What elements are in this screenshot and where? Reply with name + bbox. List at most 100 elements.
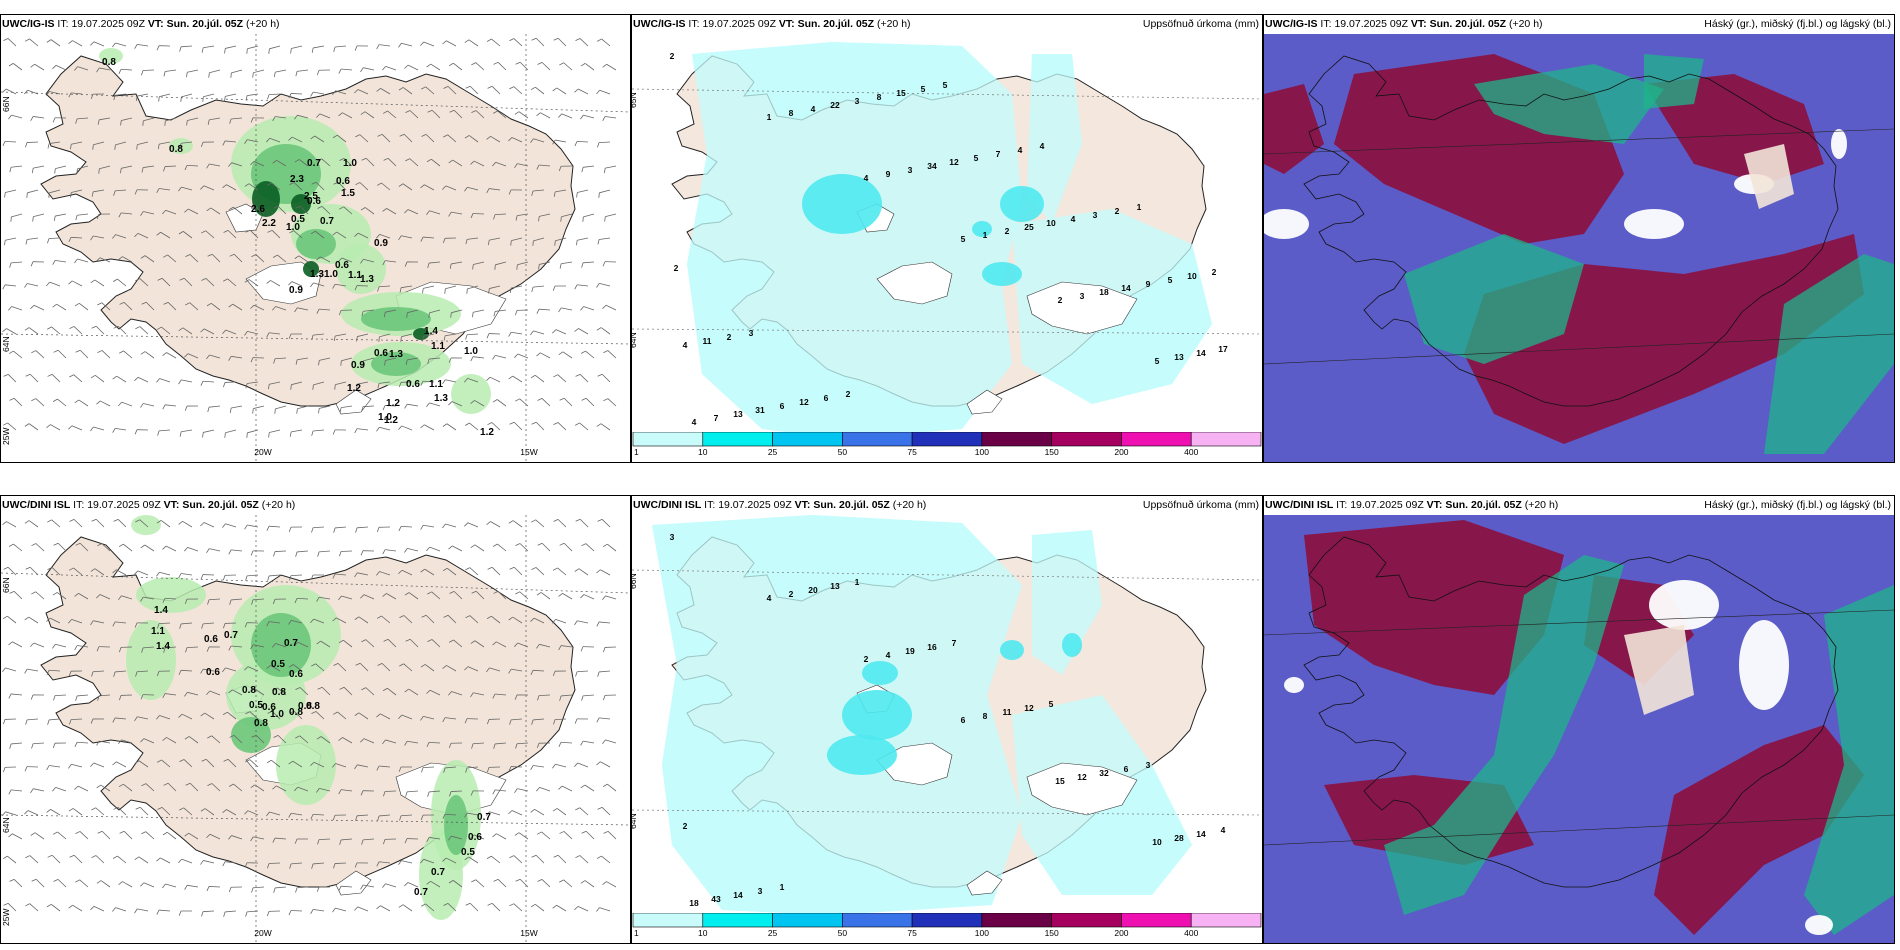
wind-barb: [557, 854, 567, 864]
wind-barb-flag: [574, 328, 579, 332]
wind-barb: [73, 567, 83, 576]
wind-barb-flag: [492, 399, 498, 403]
wind-barb: [429, 790, 441, 793]
wind-barb-flag: [464, 718, 468, 724]
wind-barb-flag: [339, 206, 344, 210]
wind-barb-flag: [184, 165, 188, 171]
wind-barb-flag: [421, 86, 426, 90]
wind-barb-flag: [74, 399, 80, 404]
wind-barb-flag: [487, 902, 493, 906]
wind-barb-flag: [552, 139, 556, 145]
wind-barb: [518, 111, 529, 119]
wind-barb-flag: [134, 570, 139, 575]
wind-barb-flag: [30, 261, 34, 267]
wind-barb: [513, 566, 523, 576]
wind-barb: [269, 332, 281, 335]
wind-barb: [358, 616, 369, 624]
wind-barb: [27, 668, 39, 672]
wind-barb-flag: [201, 47, 204, 53]
wind-barb: [539, 213, 551, 217]
wind-barb: [583, 740, 595, 744]
wind-barb: [255, 254, 265, 263]
precip-value-label: 13: [733, 409, 743, 419]
wind-barb: [447, 567, 457, 576]
wind-barb-flag: [223, 911, 226, 917]
wind-barb-flag: [310, 574, 314, 580]
wind-barb: [563, 397, 573, 407]
wind-barb-flag: [404, 403, 408, 409]
wind-barb-flag: [272, 306, 276, 311]
wind-barb-flag: [294, 598, 298, 604]
wind-barb-flag: [30, 832, 36, 836]
wind-barb-flag: [596, 283, 600, 288]
wind-barb: [247, 910, 259, 913]
wind-barb: [385, 65, 397, 71]
precip-value-label: 1.5: [341, 188, 355, 199]
wind-barb: [231, 835, 243, 840]
wind-barb-flag: [163, 647, 166, 653]
panel-frame: [0, 14, 631, 463]
wind-barb-flag: [332, 617, 337, 622]
wind-barb: [249, 711, 259, 720]
wind-barb: [497, 879, 507, 888]
wind-barb: [143, 596, 155, 600]
wind-barb: [358, 712, 369, 720]
wind-barb: [79, 831, 89, 840]
wind-barb: [424, 568, 435, 576]
wind-barb-flag: [46, 670, 50, 675]
wind-barb-flag: [471, 590, 477, 594]
wind-barb: [139, 278, 149, 287]
wind-barb-flag: [140, 544, 146, 549]
wind-barb: [598, 141, 611, 143]
wind-barb: [473, 160, 485, 167]
wind-barb-flag: [135, 519, 140, 523]
wind-barb-flag: [420, 859, 424, 864]
wind-barb-flag: [53, 542, 59, 546]
wind-barb-flag: [552, 904, 557, 909]
precip-value-label: 5: [961, 234, 966, 244]
wind-barb: [255, 206, 265, 215]
wind-barb: [209, 690, 221, 696]
wind-barb-flag: [96, 214, 100, 219]
wind-barb: [445, 857, 457, 864]
wind-barb: [72, 904, 83, 912]
wind-barb: [165, 117, 177, 122]
wind-barb-flag: [492, 693, 496, 699]
precip-value-label: 4: [811, 104, 816, 114]
wind-barb: [409, 638, 419, 648]
wind-barb: [7, 903, 17, 912]
wind-barb-flag: [201, 278, 207, 281]
wind-barb: [121, 595, 133, 600]
wind-barb: [297, 357, 309, 361]
wind-barb: [467, 186, 479, 191]
wind-barb: [48, 669, 61, 672]
wind-barb-flag: [140, 351, 146, 355]
wind-barb-flag: [207, 119, 210, 125]
wind-barb: [123, 783, 133, 792]
panel-wind-precip-bottom: UWC/DINI ISL IT: 19.07.2025 09Z VT: Sun.…: [0, 495, 631, 944]
precip-area-mid: [827, 735, 897, 775]
wind-barb-flag: [361, 639, 367, 643]
wind-barb-flag: [136, 144, 138, 150]
wind-barb: [585, 543, 595, 552]
wind-barb: [497, 110, 507, 119]
wind-barb: [77, 213, 89, 216]
wind-barb: [517, 642, 529, 648]
wind-barb: [121, 165, 133, 169]
wind-barb-flag: [140, 882, 145, 887]
wind-barb-flag: [508, 332, 512, 337]
wind-barb: [313, 91, 325, 95]
wind-barb-flag: [426, 742, 430, 748]
wind-barb: [93, 141, 105, 146]
wind-barb-flag: [206, 163, 210, 169]
wind-barb: [513, 421, 523, 431]
wind-barb: [335, 763, 347, 768]
wind-barb: [99, 257, 111, 263]
precip-value-label: 1.1: [429, 379, 443, 390]
wind-barb-flag: [185, 254, 191, 257]
wind-barb-flag: [420, 380, 424, 386]
wind-barb-flag: [471, 62, 476, 66]
precip-value-label: 2: [1058, 295, 1063, 305]
wind-barb-flag: [272, 837, 276, 843]
wind-barb: [315, 663, 325, 672]
